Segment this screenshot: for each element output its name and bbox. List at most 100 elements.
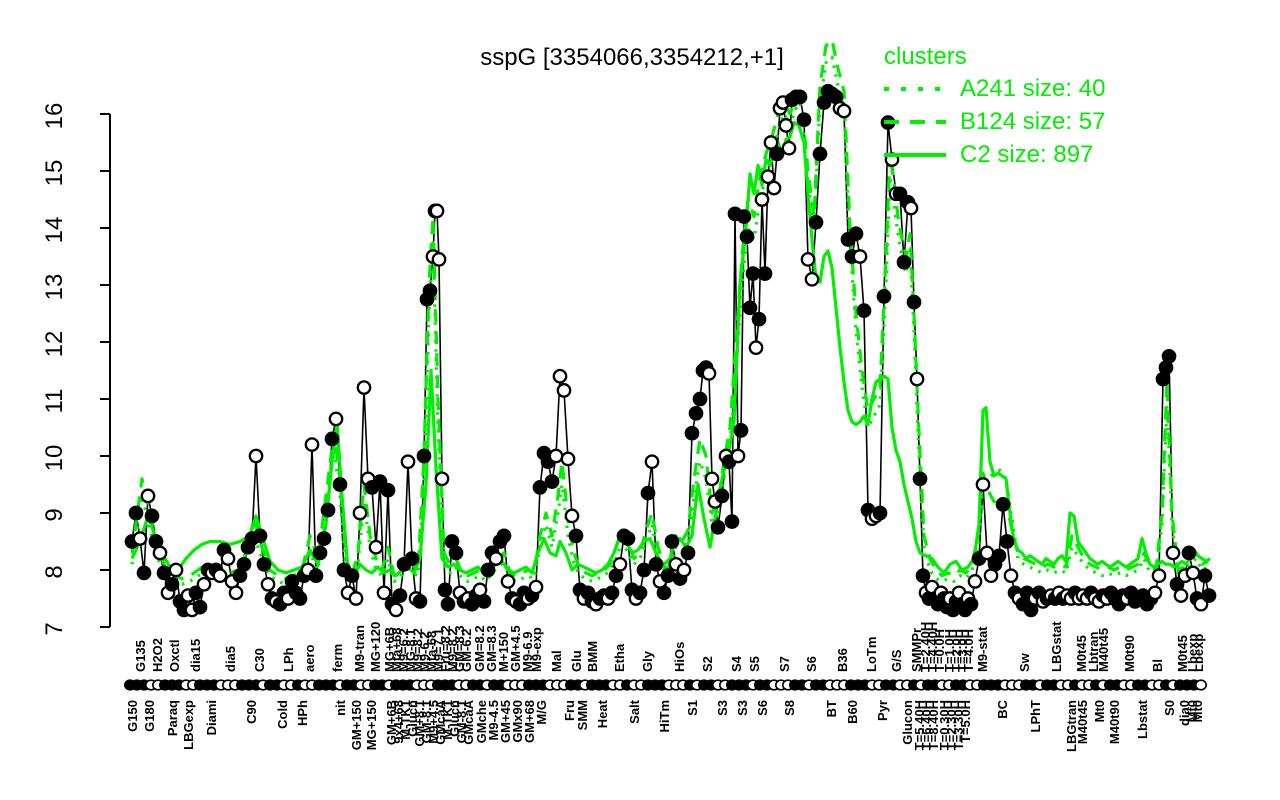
data-point-marker <box>680 545 696 561</box>
x-tick-label: ferm <box>330 644 345 672</box>
y-tick-label: 7 <box>41 622 68 635</box>
data-point-marker <box>404 551 420 566</box>
data-point-marker <box>836 103 852 119</box>
x-tick-label: S8 <box>782 700 797 716</box>
x-tick-label: Cold <box>275 700 290 729</box>
x-tick-label: Mt0 <box>1185 700 1200 722</box>
data-point-marker <box>412 594 428 609</box>
x-tick-label: Lbexp <box>1191 634 1206 672</box>
x-tick-label: M+150 <box>496 632 511 672</box>
x-tick-label: Paraq <box>165 700 180 736</box>
data-point-marker <box>392 588 408 603</box>
data-point-marker <box>1173 588 1189 603</box>
x-tick-label: M0t90 <box>1122 635 1137 672</box>
data-point-marker <box>781 140 797 156</box>
data-point-marker <box>892 186 908 202</box>
x-tick-label: T=2.0H <box>949 629 964 672</box>
x-tick-label: T=6.40H <box>919 700 934 750</box>
data-point-marker <box>568 528 584 544</box>
data-point-marker <box>212 568 228 584</box>
x-tick-label: T=3.0H <box>955 629 970 672</box>
x-tick-label: S1 <box>685 700 700 716</box>
data-point-marker <box>648 556 664 572</box>
data-point-marker <box>348 591 364 606</box>
data-point-marker <box>999 534 1015 549</box>
data-point-marker <box>742 300 758 316</box>
data-point-marker <box>556 383 572 398</box>
data-point-marker <box>400 454 416 470</box>
data-point-marker <box>164 576 180 592</box>
data-point-marker <box>500 574 516 589</box>
x-tick-label: B60 <box>845 700 860 724</box>
x-tick-label: C30 <box>252 648 267 672</box>
x-tick-label: GM+8.1 <box>412 700 427 747</box>
x-tick-label: Glu <box>569 650 584 672</box>
x-tick-label: Glucn <box>447 700 462 737</box>
data-point-marker <box>688 405 704 421</box>
x-tick-label: M-TK1 <box>398 700 413 740</box>
x-tick-label: MG-8.1 <box>403 629 418 672</box>
x-tick-label: SMMPr <box>909 628 924 672</box>
data-point-marker <box>692 391 708 407</box>
x-tick-label: S7 <box>777 656 792 672</box>
data-point-marker <box>132 531 148 546</box>
x-tick-label: M9=8.2 <box>445 628 460 672</box>
x-tick-label: LBGexp <box>181 700 196 750</box>
data-point-marker <box>1165 545 1181 561</box>
x-tick-label: S6 <box>804 656 819 672</box>
data-point-marker <box>260 576 276 592</box>
x-tick-label: M9+4.5 <box>426 700 441 744</box>
x-tick-label: GM+6B <box>384 700 399 745</box>
y-tick-label: 13 <box>41 274 68 301</box>
x-tick-label: T=3.30H <box>951 700 966 750</box>
data-point-marker <box>676 562 692 578</box>
x-tick-label: MG+6B <box>382 627 397 672</box>
x-tick-label: GMcaA <box>433 699 448 744</box>
x-tick-label: T=0.30H <box>937 700 952 750</box>
x-tick-label: S5 <box>747 656 762 672</box>
y-tick-label: 8 <box>41 565 68 578</box>
data-point-marker <box>710 519 726 535</box>
data-point-marker <box>434 471 450 487</box>
data-point-marker <box>1201 588 1217 603</box>
legend-item-A241: A241 size: 40 <box>884 72 1105 105</box>
x-tick-label: T=1.0H <box>942 629 957 672</box>
data-point-marker <box>496 528 512 544</box>
sample-dot <box>1195 679 1208 691</box>
x-tick-label: H2O2 <box>150 638 165 672</box>
x-tick-label: M9=6.2 <box>396 628 411 672</box>
series-sspG-markers <box>124 83 1217 618</box>
y-tick-label: 9 <box>41 508 68 521</box>
data-point-marker <box>196 576 212 592</box>
x-tick-label: GMche <box>474 700 489 743</box>
series-C2 <box>130 120 1211 578</box>
data-point-marker <box>368 539 384 555</box>
dashed-line-sample-icon <box>884 119 946 124</box>
x-tick-label: S2 <box>700 656 715 672</box>
data-point-marker <box>1193 596 1209 612</box>
x-tick-label: aero <box>302 644 317 672</box>
data-point-marker <box>532 480 548 495</box>
x-tick-label: M40t45 <box>1075 700 1090 744</box>
x-axis-labels-top: G135 H2O2 Oxctl dia15 dia5 C30 LPh aero ferm M9-t… <box>133 621 1206 672</box>
data-point-marker <box>416 448 432 464</box>
data-point-marker <box>903 200 919 216</box>
data-point-marker <box>912 471 928 487</box>
data-point-marker <box>356 380 372 395</box>
data-point-marker <box>995 497 1011 512</box>
data-point-marker <box>1181 545 1197 561</box>
x-tick-label: GM+4.5 <box>508 625 523 672</box>
x-tick-label: Heat <box>595 699 610 728</box>
data-point-marker <box>422 283 438 299</box>
x-tick-label: Lbtran <box>1086 632 1101 673</box>
data-point-marker <box>808 214 824 230</box>
x-tick-label: GMx90 <box>510 700 525 743</box>
x-tick-label: M9-6.9 <box>520 632 535 672</box>
legend-item-label: A241 size: 40 <box>960 74 1106 102</box>
x-tick-label: G180 <box>142 700 157 732</box>
legend-item-B124: B124 size: 57 <box>884 105 1105 138</box>
data-point-marker <box>684 425 700 441</box>
data-point-marker <box>769 146 785 162</box>
data-point-marker <box>664 534 680 549</box>
data-point-marker <box>152 545 168 561</box>
